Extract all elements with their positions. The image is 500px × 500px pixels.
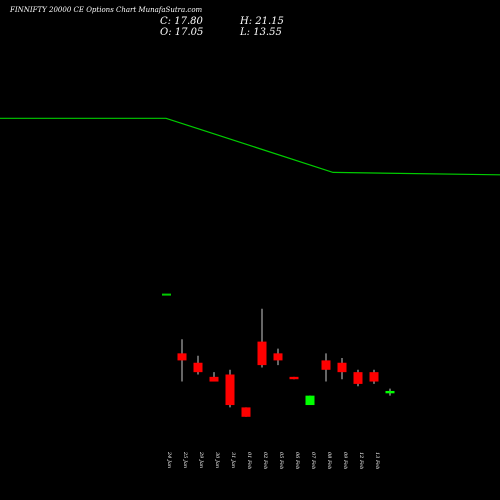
x-tick-label: 01 Feb bbox=[246, 452, 252, 469]
candle-down bbox=[321, 360, 331, 370]
candle-down bbox=[241, 407, 251, 417]
high-value: 21.15 bbox=[255, 16, 284, 27]
candle-down bbox=[257, 341, 267, 366]
x-tick-label: 06 Feb bbox=[294, 452, 300, 469]
open-label: O: bbox=[160, 27, 172, 38]
high-readout: H: 21.15 bbox=[240, 16, 284, 27]
candle-down bbox=[337, 362, 347, 373]
x-tick-label: 31 Jan bbox=[230, 452, 236, 468]
open-value: 17.05 bbox=[174, 27, 204, 38]
x-tick-label: 24 Jan bbox=[166, 451, 172, 468]
close-label: C: bbox=[160, 16, 172, 27]
x-tick-label: 30 Jan bbox=[214, 452, 220, 468]
x-tick-label: 05 Feb bbox=[278, 452, 284, 469]
candle-down bbox=[273, 353, 283, 361]
high-label: H: bbox=[240, 16, 253, 27]
low-readout: L: 13.55 bbox=[240, 27, 282, 38]
x-tick-label: 13 Feb bbox=[374, 452, 380, 469]
x-tick-label: 02 Feb bbox=[262, 452, 268, 469]
candle-down bbox=[225, 374, 235, 406]
candle-down bbox=[193, 362, 203, 373]
x-tick-label: 25 Jan bbox=[182, 451, 188, 468]
candle-down bbox=[369, 372, 379, 382]
candle-up bbox=[385, 390, 395, 394]
x-tick-label: 08 Feb bbox=[326, 452, 332, 469]
x-tick-label: 12 Feb bbox=[358, 452, 364, 469]
close-readout: C: 17.80 bbox=[160, 16, 203, 27]
close-value: 17.80 bbox=[174, 16, 203, 27]
overlay-line bbox=[0, 117, 500, 176]
candle-down bbox=[177, 353, 187, 361]
candle-up bbox=[305, 395, 315, 406]
chart-title: FINNIFTY 20000 CE Options Chart MunafaSu… bbox=[10, 6, 203, 14]
x-tick-label: 09 Feb bbox=[342, 452, 348, 469]
low-value: 13.55 bbox=[253, 27, 282, 38]
open-readout: O: 17.05 bbox=[160, 27, 203, 38]
candle-down bbox=[209, 376, 219, 382]
x-tick-label: 07 Feb bbox=[310, 452, 316, 469]
low-label: L: bbox=[240, 27, 251, 38]
x-tick-label: 29 Jan bbox=[198, 451, 204, 468]
candle-down bbox=[353, 372, 363, 384]
candle-down bbox=[289, 376, 299, 380]
